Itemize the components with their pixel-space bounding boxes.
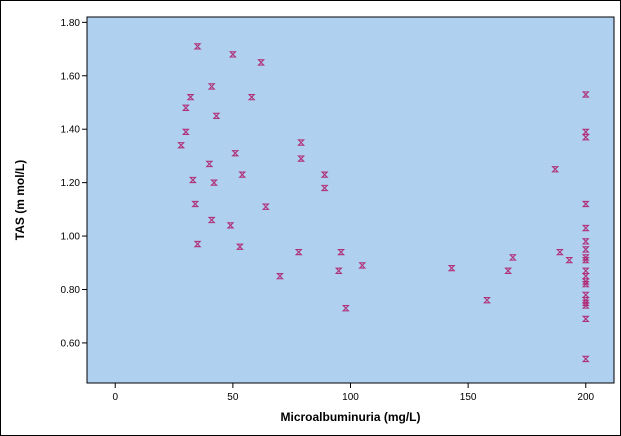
data-point (337, 248, 346, 256)
data-point (226, 222, 235, 229)
data-point (181, 104, 190, 111)
data-point (297, 155, 306, 162)
data-point (565, 256, 574, 264)
data-point (193, 240, 202, 248)
x-tick-label: 150 (460, 392, 477, 403)
data-point (508, 254, 517, 261)
data-point (238, 171, 247, 178)
data-point (447, 264, 456, 272)
data-point (581, 224, 590, 232)
data-point (581, 246, 590, 253)
data-point (581, 315, 590, 323)
x-axis-title: Microalbuminuria (mg/L) (280, 410, 420, 424)
data-point (181, 128, 190, 136)
y-axis-title: TAS (m mol/L) (13, 160, 27, 240)
data-point (193, 43, 202, 50)
y-tick-label: 1.60 (61, 71, 81, 82)
data-point (581, 278, 590, 285)
data-point (257, 59, 266, 66)
y-tick-label: 0.60 (61, 338, 81, 349)
data-point (228, 51, 237, 58)
y-tick-label: 1.20 (61, 178, 81, 189)
y-tick-label: 1.00 (61, 232, 81, 243)
data-point (555, 248, 564, 256)
data-point (551, 166, 560, 173)
plot-area (86, 16, 615, 384)
data-point (581, 134, 590, 141)
data-point (212, 112, 221, 119)
data-point (581, 299, 590, 307)
data-point (210, 179, 218, 186)
data-point (275, 272, 284, 280)
x-tick-label: 50 (227, 392, 239, 403)
data-point (297, 139, 306, 146)
data-point (581, 302, 590, 309)
data-point (581, 200, 590, 208)
data-point (188, 176, 197, 184)
data-point (581, 254, 590, 261)
data-point (320, 171, 329, 178)
y-tick-label: 1.40 (61, 125, 81, 136)
data-point (261, 203, 270, 210)
data-point (581, 91, 590, 98)
data-point (581, 256, 590, 264)
x-axis: 0 50 100 150 200 (112, 383, 595, 403)
data-point (207, 216, 216, 224)
x-tick-label: 200 (577, 392, 594, 403)
x-tick-label: 100 (342, 392, 359, 403)
data-point (581, 281, 590, 288)
data-point (205, 160, 214, 168)
data-point (177, 142, 186, 149)
data-point (581, 238, 590, 245)
data-point (207, 83, 216, 90)
data-point (231, 150, 240, 157)
data-point (334, 267, 343, 274)
data-point (320, 184, 329, 192)
data-point (186, 93, 195, 101)
data-point (581, 355, 590, 363)
y-tick-label: 1.80 (61, 18, 81, 29)
data-points (177, 43, 590, 363)
data-point (358, 262, 367, 269)
data-point (341, 305, 350, 312)
data-point (235, 243, 244, 250)
x-tick-label: 0 (112, 392, 118, 403)
data-point (504, 267, 513, 274)
data-point (294, 248, 303, 256)
data-point (247, 93, 256, 101)
y-axis: 0.60 0.80 1.00 1.20 1.40 1.60 1.80 (61, 18, 87, 349)
data-point (191, 200, 200, 208)
y-tick-label: 0.80 (61, 285, 81, 296)
data-point (483, 297, 491, 304)
